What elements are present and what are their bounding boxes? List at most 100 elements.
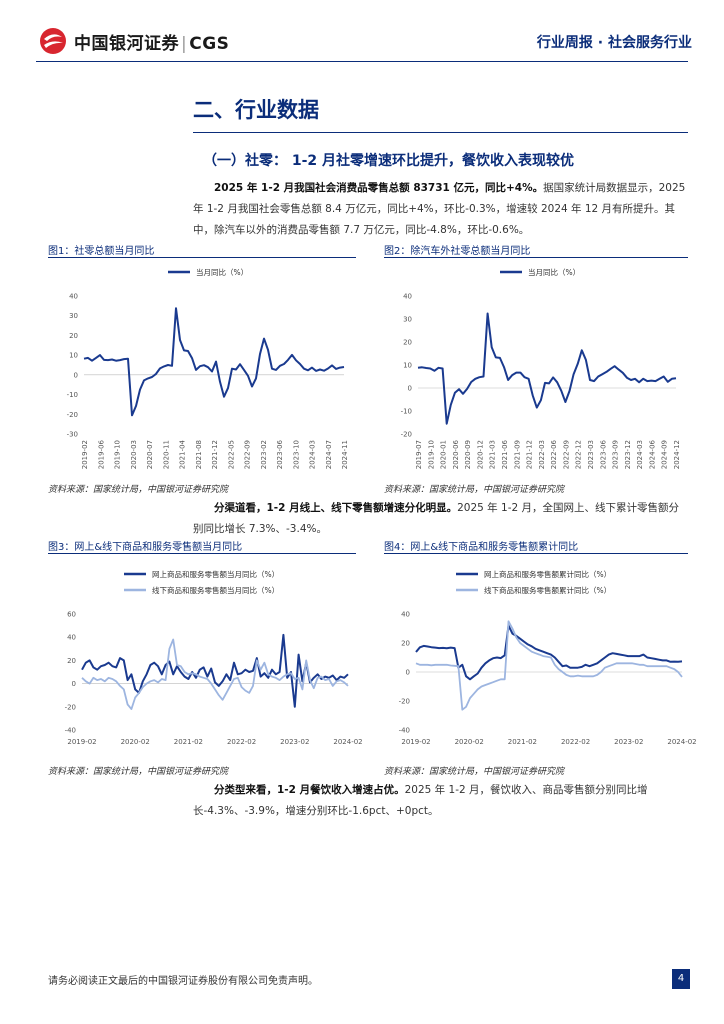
x-tick-label: 2020-06	[452, 439, 460, 469]
section-divider	[193, 132, 688, 133]
x-tick-label: 2024-09	[661, 440, 669, 469]
x-tick-label: 2022-12	[575, 440, 583, 469]
y-tick-label: 40	[69, 293, 78, 301]
y-tick-label: 20	[403, 339, 412, 347]
x-tick-label: 2021-09	[513, 440, 521, 469]
series-line-2	[81, 638, 349, 711]
brand-name: 中国银河证券 | CGS	[74, 29, 229, 54]
x-tick-label: 2023-06	[276, 439, 284, 469]
figure-2-chart: 当月同比（%） -20 -10 0 10 20 30 40 2019-07 2019-10 2020…	[384, 262, 688, 472]
figure-3-chart: 网上商品和服务零售额当月同比（%） 线下商品和服务零售额当月同比（%） -40 -20…	[48, 558, 363, 754]
y-tick-label: 0	[408, 385, 412, 393]
y-tick-label: 20	[401, 640, 410, 648]
paragraph-lead: 分渠道看，1-2 月线上、线下零售额增速分化明显。	[214, 502, 458, 514]
y-tick-label: 0	[406, 669, 410, 677]
y-tick-label: 10	[403, 362, 412, 370]
x-tick-label: 2021-08	[195, 440, 203, 469]
legend-label-1: 网上商品和服务零售额当月同比（%）	[152, 569, 279, 579]
x-tick-label: 2022-09	[244, 440, 252, 469]
x-tick-label: 2021-04	[179, 439, 187, 469]
x-tick-label: 2020-03	[130, 440, 138, 469]
figure-1-rule	[48, 257, 356, 258]
series-line-1	[417, 312, 677, 425]
y-tick-label: -20	[67, 411, 78, 419]
x-tick-label: 2021-02	[174, 738, 203, 746]
y-tick-label: 40	[401, 611, 410, 619]
figure-2-source: 资料来源：国家统计局，中国银河证券研究院	[384, 485, 565, 495]
page-number: 4	[672, 969, 690, 989]
x-tick-label: 2022-06	[550, 439, 558, 469]
x-tick-label: 2019-02	[67, 738, 96, 746]
x-tick-label: 2020-01	[440, 440, 448, 469]
x-tick-label: 2019-02	[401, 738, 430, 746]
y-tick-label: 30	[403, 316, 412, 324]
figure-3-source: 资料来源：国家统计局，中国银河证券研究院	[48, 767, 229, 777]
x-tick-label: 2019-06	[97, 439, 105, 469]
x-tick-label: 2020-02	[121, 738, 150, 746]
x-tick-label: 2023-06	[599, 439, 607, 469]
x-tick-label: 2022-05	[227, 440, 235, 469]
x-tick-label: 2022-02	[561, 738, 590, 746]
y-tick-label: -40	[399, 727, 410, 735]
y-tick-label: -20	[65, 703, 76, 711]
paragraph-body: 据国家统计局数据显示，2025 年 1-2 月我国社会零售总额 8.4 万亿元，…	[193, 182, 686, 236]
y-tick-label: -20	[399, 698, 410, 706]
footer-disclaimer: 请务必阅读正文最后的中国银河证券股份有限公司免责声明。	[48, 976, 318, 987]
x-tick-label: 2024-02	[333, 738, 362, 746]
legend-label-1: 当月同比（%）	[196, 267, 248, 277]
legend-label-2: 线下商品和服务零售额当月同比（%）	[152, 585, 279, 595]
figure-2-title: 图2：除汽车外社零总额当月同比	[384, 246, 531, 257]
figure-4-title: 图4：网上&线下商品和服务零售额累计同比	[384, 542, 579, 553]
series-line-1	[415, 624, 683, 681]
figure-3-title: 图3：网上&线下商品和服务零售额当月同比	[48, 542, 243, 553]
y-tick-label: 40	[67, 634, 76, 642]
x-tick-label: 2021-03	[489, 440, 497, 469]
y-tick-label: -40	[65, 727, 76, 735]
figure-4-source: 资料来源：国家统计局，中国银河证券研究院	[384, 767, 565, 777]
x-tick-label: 2021-06	[501, 439, 509, 469]
x-tick-label: 2023-02	[614, 738, 643, 746]
paragraph-channel: 分渠道看，1-2 月线上、线下零售额增速分化明显。2025 年 1-2 月，全国…	[193, 498, 688, 540]
legend-label-1: 当月同比（%）	[528, 267, 580, 277]
y-tick-label: -30	[67, 431, 78, 439]
paragraph-body: 2025 年 1-2 月，餐饮收入、商品零售额分别同比增长-4.3%、-3.9%…	[193, 784, 648, 817]
figure-4-chart: 网上商品和服务零售额累计同比（%） 线下商品和服务零售额累计同比（%） -40 -20…	[384, 558, 697, 754]
x-tick-label: 2019-10	[114, 440, 122, 469]
x-tick-label: 2023-02	[260, 440, 268, 469]
x-tick-label: 2020-09	[464, 440, 472, 469]
x-tick-label: 2023-10	[292, 440, 300, 469]
brand-name-en: CGS	[189, 34, 230, 54]
x-tick-label: 2023-12	[624, 440, 632, 469]
x-tick-label: 2019-02	[81, 440, 89, 469]
x-tick-label: 2020-11	[162, 440, 170, 469]
x-tick-label: 2024-06	[648, 439, 656, 469]
x-tick-label: 2023-09	[612, 440, 620, 469]
header-divider	[36, 61, 688, 62]
y-tick-label: 30	[69, 312, 78, 320]
paragraph-category: 分类型来看，1-2 月餐饮收入增速占优。2025 年 1-2 月，餐饮收入、商品…	[193, 780, 688, 822]
x-tick-label: 2023-03	[587, 440, 595, 469]
y-tick-label: 10	[69, 352, 78, 360]
y-tick-label: 20	[67, 657, 76, 665]
x-tick-label: 2024-11	[341, 440, 349, 469]
x-tick-label: 2024-07	[325, 440, 333, 469]
y-tick-label: 0	[74, 371, 78, 379]
series-line-2	[415, 620, 683, 711]
legend-label-2: 线下商品和服务零售额累计同比（%）	[484, 585, 611, 595]
figure-1-title: 图1：社零总额当月同比	[48, 246, 155, 257]
x-tick-label: 2019-07	[415, 440, 423, 469]
figure-3-rule	[48, 553, 356, 554]
y-tick-label: -10	[67, 391, 78, 399]
brand-logo-icon	[40, 28, 66, 54]
paragraph-body: 2025 年 1-2 月，全国网上、线下累计零售额分别同比增长 7.3%、-3.…	[193, 502, 680, 535]
y-tick-label: -10	[401, 408, 412, 416]
y-tick-label: 20	[69, 332, 78, 340]
x-tick-label: 2020-02	[455, 738, 484, 746]
x-tick-label: 2022-03	[538, 440, 546, 469]
x-tick-label: 2022-09	[562, 440, 570, 469]
x-tick-label: 2020-12	[476, 440, 484, 469]
x-tick-label: 2024-03	[636, 440, 644, 469]
x-tick-label: 2021-12	[211, 440, 219, 469]
x-tick-label: 2024-03	[309, 440, 317, 469]
y-tick-label: 60	[67, 611, 76, 619]
